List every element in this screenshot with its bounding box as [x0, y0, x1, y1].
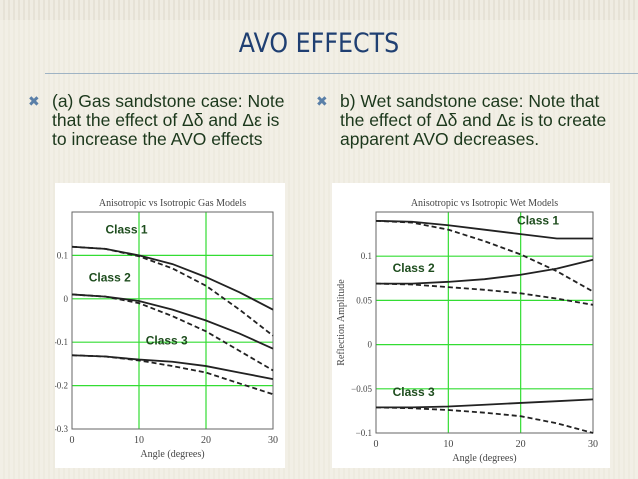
y-tick-label: -0.3 [55, 424, 68, 434]
x-bullet-icon: ✖ [316, 93, 328, 109]
wet-models-plot: 0 10 20 30 0.1 0.05 0 −0.05 −0.1 Anisotropic vs I… [336, 198, 598, 464]
x-tick-label: 10 [443, 439, 453, 450]
wet-models-chart: 0 10 20 30 0.1 0.05 0 −0.05 −0.1 Anisotropic vs I… [332, 183, 610, 468]
x-bullet-icon: ✖ [28, 93, 40, 109]
x-tick-label: 20 [516, 439, 526, 450]
y-axis-label: Reflection Amplitude [336, 279, 347, 366]
gas-models-plot: 0 10 20 30 0.1 0 -0.1 -0.2 -0.3 Anisotropic vs Is… [54, 198, 278, 460]
bullet-gas-case: ✖ (a) Gas sandstone case: Note that the … [28, 91, 292, 149]
bullet-text: b) Wet sandstone case: Note that the eff… [340, 91, 607, 149]
x-tick-label: 30 [268, 435, 278, 446]
y-tick-label: −0.05 [351, 384, 372, 394]
x-axis-label: Angle (degrees) [452, 453, 516, 464]
bullet-text: (a) Gas sandstone case: Note that the ef… [52, 91, 285, 149]
y-tick-label: 0.1 [361, 251, 372, 261]
series-line-class-3-solid [376, 398, 594, 409]
gas-models-chart: 0 10 20 30 0.1 0 -0.1 -0.2 -0.3 Anisotropic vs Is… [54, 183, 285, 468]
series-line-class-1-dashed [375, 219, 594, 293]
y-tick-label: 0 [64, 294, 69, 304]
series-line-class-2-dashed [375, 282, 594, 306]
class-label: Class 2 [89, 270, 131, 284]
chart-title: Anisotropic vs Isotropic Gas Models [99, 198, 246, 209]
x-axis-label: Angle (degrees) [140, 449, 204, 460]
class-label: Class 3 [146, 333, 188, 347]
y-tick-label: 0 [368, 340, 373, 350]
title-divider [45, 73, 638, 74]
x-tick-label: 0 [70, 435, 75, 446]
y-tick-label: −0.1 [356, 428, 372, 438]
plot-frame [71, 211, 274, 430]
chart-title: Anisotropic vs Isotropic Wet Models [411, 198, 558, 209]
bullet-wet-case: ✖ b) Wet sandstone case: Note that the e… [316, 91, 620, 149]
x-tick-label: 30 [588, 439, 598, 450]
slide-title: AVO EFFECTS [238, 28, 400, 59]
x-tick-label: 10 [134, 435, 144, 446]
y-tick-label: -0.2 [55, 381, 68, 391]
x-tick-label: 20 [201, 435, 211, 446]
y-tick-label: 0.05 [356, 295, 372, 305]
class-label: Class 2 [393, 261, 435, 275]
y-tick-label: 0.1 [57, 250, 68, 260]
plot-frame [375, 211, 594, 434]
series-line-class-1-solid [375, 219, 593, 240]
series-line-class-1-dashed [71, 245, 274, 337]
y-tick-label: -0.1 [55, 337, 68, 347]
series-line-class-3-solid [71, 354, 274, 380]
series-line-class-3-dashed [375, 406, 594, 434]
class-label: Class 1 [106, 223, 148, 237]
series-line-class-2-dashed [71, 293, 274, 372]
class-label: Class 1 [517, 213, 559, 227]
series-line-class-3-dashed [71, 354, 274, 396]
class-label: Class 3 [393, 385, 435, 399]
x-tick-label: 0 [374, 439, 379, 450]
